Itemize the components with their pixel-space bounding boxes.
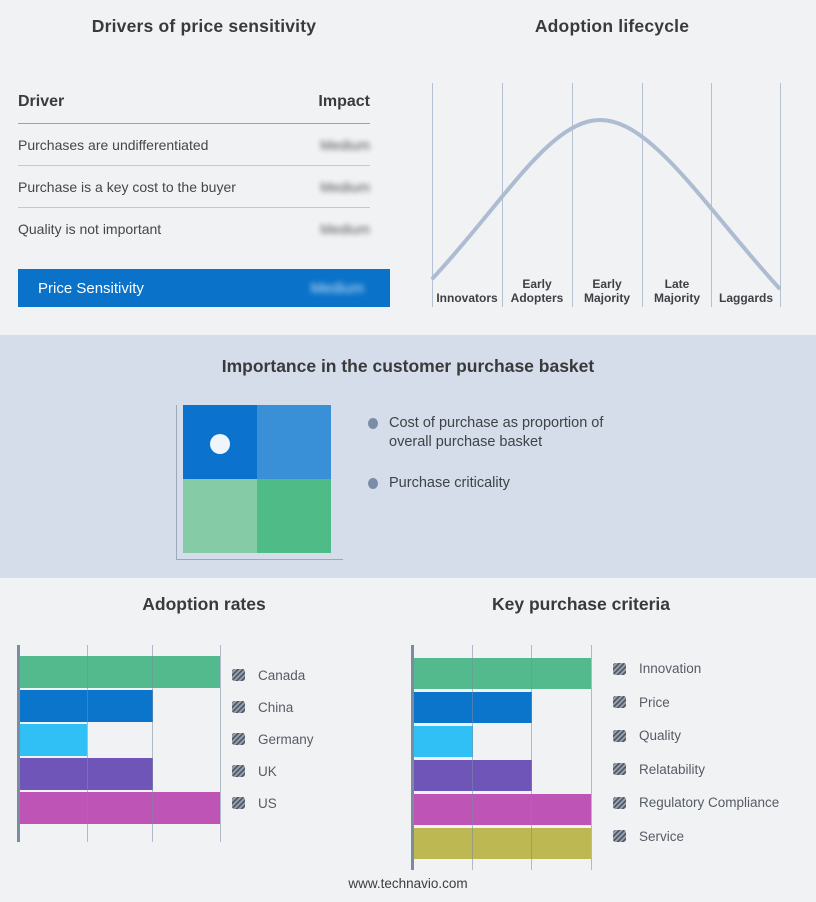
purchase-basket-title: Importance in the customer purchase bask… bbox=[221, 356, 595, 376]
stage-label-late-majority: Late Majority bbox=[653, 276, 700, 306]
quadrant-cell-top-right bbox=[257, 405, 331, 479]
impact-column-header: Impact bbox=[318, 93, 370, 110]
top-section: Drivers of price sensitivity Driver Impa… bbox=[0, 0, 816, 335]
bar-service bbox=[414, 828, 591, 859]
bar-innovation bbox=[414, 658, 591, 689]
table-row: Quality is not important Medium bbox=[18, 208, 370, 249]
bar-regulatory-compliance bbox=[414, 794, 591, 825]
drivers-title: Drivers of price sensitivity bbox=[91, 16, 317, 36]
legend-swatch-icon bbox=[613, 763, 626, 776]
bar-germany bbox=[20, 724, 87, 756]
adoption-rates-bars bbox=[20, 656, 220, 824]
legend-item: Service bbox=[613, 820, 779, 854]
legend-item: Canada bbox=[232, 659, 314, 691]
legend-item: Germany bbox=[232, 723, 314, 755]
stage-label-laggards: Laggards bbox=[718, 291, 773, 306]
table-row: Purchases are undifferentiated Medium bbox=[18, 124, 370, 166]
bar-us bbox=[20, 792, 220, 824]
quadrant-axis bbox=[176, 405, 343, 560]
adoption-rates-legend: Canada China Germany UK US bbox=[232, 659, 314, 819]
list-item: Cost of purchase as proportion of overal… bbox=[368, 414, 640, 452]
legend-swatch-icon bbox=[232, 701, 245, 713]
legend-swatch-icon bbox=[613, 662, 626, 675]
driver-cell: Quality is not important bbox=[18, 221, 162, 237]
bar-price bbox=[414, 692, 532, 723]
purchase-basket-bullets: Cost of purchase as proportion of overal… bbox=[368, 414, 640, 515]
bar-uk bbox=[20, 758, 154, 790]
lifecycle-curve bbox=[431, 117, 781, 290]
legend-item: Quality bbox=[613, 719, 779, 753]
legend-swatch-icon bbox=[613, 830, 626, 843]
bullet-icon bbox=[368, 418, 378, 429]
y-axis bbox=[411, 645, 414, 870]
list-item: Purchase criticality bbox=[368, 474, 640, 493]
legend-item: China bbox=[232, 691, 314, 723]
gridline bbox=[87, 645, 88, 842]
legend-swatch-icon bbox=[613, 796, 626, 809]
legend-swatch-icon bbox=[613, 696, 626, 709]
gridline bbox=[591, 645, 592, 870]
impact-cell-blurred: Medium bbox=[320, 179, 370, 195]
key-purchase-criteria-panel: Key purchase criteria Innovation Price Q… bbox=[408, 578, 816, 902]
key-purchase-criteria-legend: Innovation Price Quality Relatability Re… bbox=[613, 652, 779, 853]
stage-label-innovators: Innovators bbox=[436, 291, 498, 306]
adoption-rates-panel: Adoption rates Canada China Germany UK U… bbox=[0, 578, 408, 902]
bar-china bbox=[20, 690, 154, 722]
driver-cell: Purchases are undifferentiated bbox=[18, 137, 209, 153]
lifecycle-panel: Adoption lifecycle Innovators Early Adop… bbox=[408, 0, 816, 335]
quadrant-cell-bottom-left bbox=[183, 479, 257, 553]
quadrant-cell-bottom-right bbox=[257, 479, 331, 553]
gridline bbox=[152, 645, 153, 842]
key-purchase-criteria-bars bbox=[414, 658, 591, 859]
stage-label-early-adopters: Early Adopters bbox=[510, 276, 564, 306]
drivers-table: Driver Impact Purchases are undifferenti… bbox=[18, 93, 370, 249]
legend-swatch-icon bbox=[232, 733, 245, 745]
impact-cell-blurred: Medium bbox=[320, 221, 370, 237]
lifecycle-chart bbox=[431, 83, 781, 307]
impact-cell-blurred: Medium bbox=[320, 137, 370, 153]
stage-label-early-majority: Early Majority bbox=[583, 276, 630, 306]
key-purchase-criteria-title: Key purchase criteria bbox=[491, 594, 670, 614]
website-footer: www.technavio.com bbox=[348, 876, 468, 891]
driver-cell: Purchase is a key cost to the buyer bbox=[18, 179, 236, 195]
legend-swatch-icon bbox=[613, 729, 626, 742]
quadrant-marker-dot bbox=[210, 434, 230, 454]
legend-swatch-icon bbox=[232, 797, 245, 809]
y-axis bbox=[17, 645, 20, 842]
legend-item: US bbox=[232, 787, 314, 819]
table-row: Purchase is a key cost to the buyer Medi… bbox=[18, 166, 370, 208]
bullet-icon bbox=[368, 478, 378, 490]
legend-item: Relatability bbox=[613, 753, 779, 787]
legend-item: Regulatory Compliance bbox=[613, 786, 779, 820]
bottom-section: Adoption rates Canada China Germany UK U… bbox=[0, 578, 816, 902]
gridline bbox=[531, 645, 532, 870]
drivers-table-header: Driver Impact bbox=[18, 93, 370, 124]
bar-quality bbox=[414, 726, 473, 757]
legend-swatch-icon bbox=[232, 765, 245, 777]
price-sensitivity-label: Price Sensitivity bbox=[38, 279, 144, 297]
price-sensitivity-impact-blurred: Medium bbox=[310, 279, 364, 297]
bar-canada bbox=[20, 656, 220, 688]
gridline bbox=[472, 645, 473, 870]
quadrant-graphic bbox=[183, 405, 331, 553]
drivers-panel: Drivers of price sensitivity Driver Impa… bbox=[0, 0, 408, 335]
gridline bbox=[220, 645, 221, 842]
lifecycle-title: Adoption lifecycle bbox=[534, 16, 690, 36]
legend-swatch-icon bbox=[232, 669, 245, 681]
legend-item: UK bbox=[232, 755, 314, 787]
price-sensitivity-row: Price Sensitivity Medium bbox=[18, 269, 390, 307]
adoption-rates-title: Adoption rates bbox=[142, 594, 266, 614]
bar-relatability bbox=[414, 760, 532, 791]
purchase-basket-band: Importance in the customer purchase bask… bbox=[0, 335, 816, 578]
legend-item: Price bbox=[613, 686, 779, 720]
legend-item: Innovation bbox=[613, 652, 779, 686]
driver-column-header: Driver bbox=[18, 93, 65, 110]
